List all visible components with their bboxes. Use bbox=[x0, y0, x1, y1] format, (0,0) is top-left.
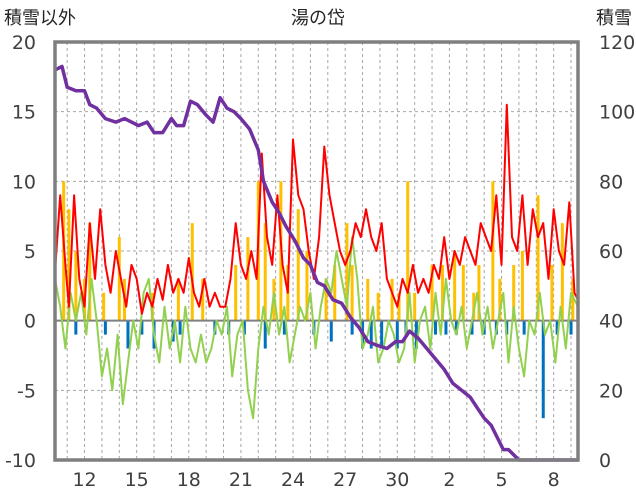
precip-positive-bar bbox=[67, 209, 71, 321]
gridlines bbox=[55, 42, 578, 460]
precip-positive-bar bbox=[520, 251, 524, 321]
left-y-tick-label: 5 bbox=[24, 241, 36, 263]
precip-positive-bar bbox=[406, 181, 410, 321]
precip-positive-bar bbox=[234, 264, 238, 321]
precip-positive-bar bbox=[397, 292, 401, 321]
snow-depth-line bbox=[54, 64, 578, 462]
precip-positive-bar bbox=[560, 223, 564, 321]
precip-positive-bar bbox=[190, 223, 194, 321]
precip-positive-bar bbox=[491, 181, 495, 321]
left-axis-label: 積雪以外 bbox=[4, 8, 76, 29]
x-tick-label: 15 bbox=[125, 469, 149, 491]
precip-negative-bar bbox=[569, 320, 573, 335]
right-y-tick-label: 100 bbox=[599, 102, 635, 124]
precip-positive-bar bbox=[296, 209, 300, 321]
precip-positive-bar bbox=[102, 292, 106, 321]
axes: -10 -5 0 5 10 15 20 0 20 40 60 80 100 120 12 15 18 21 24 27… bbox=[5, 32, 635, 491]
left-y-tick-label: -5 bbox=[17, 380, 36, 402]
x-tick-label: 5 bbox=[496, 469, 508, 491]
precip-negative-bar bbox=[74, 320, 78, 335]
precip-positive-bar bbox=[477, 264, 481, 321]
precip-negative-bar bbox=[178, 320, 182, 335]
precip-positive-bar bbox=[461, 264, 465, 321]
precip-positive-bar bbox=[333, 264, 337, 321]
right-axis-label: 積雪 bbox=[596, 8, 632, 29]
precip-negative-bar bbox=[470, 320, 474, 335]
x-tick-label: 24 bbox=[281, 469, 305, 491]
precip-negative-bar bbox=[444, 320, 448, 335]
precip-positive-bar bbox=[453, 251, 457, 321]
precip-positive-bar bbox=[324, 278, 328, 321]
x-tick-label: 27 bbox=[333, 469, 357, 491]
precip-positive-bar bbox=[366, 278, 370, 321]
x-tick-label: 2 bbox=[443, 469, 455, 491]
precip-positive-bar bbox=[201, 278, 205, 321]
x-tick-label: 30 bbox=[385, 469, 409, 491]
left-y-tick-label: 15 bbox=[12, 102, 36, 124]
precip-positive-bar bbox=[305, 251, 309, 321]
precip-positive-bar bbox=[117, 237, 121, 321]
right-y-tick-label: 0 bbox=[599, 450, 611, 472]
precip-positive-bar bbox=[246, 237, 250, 321]
x-tick-label: 18 bbox=[177, 469, 201, 491]
left-y-tick-label: -10 bbox=[5, 450, 36, 472]
plot-frame bbox=[53, 40, 580, 462]
x-tick-label: 12 bbox=[72, 469, 96, 491]
series-line-red bbox=[54, 103, 579, 315]
precip-positive-bar bbox=[430, 264, 434, 321]
precip-negative-bar bbox=[434, 320, 438, 335]
right-y-tick-label: 60 bbox=[599, 241, 623, 263]
right-y-tick-label: 80 bbox=[599, 171, 623, 193]
x-tick-label: 8 bbox=[548, 469, 560, 491]
right-y-tick-label: 40 bbox=[599, 311, 623, 333]
precip-negative-bar bbox=[103, 320, 107, 335]
precip-negative-bar bbox=[541, 320, 545, 419]
precip-positive-bar bbox=[176, 278, 180, 321]
precip-negative-bar bbox=[454, 320, 458, 335]
precip-negative-bar bbox=[380, 320, 384, 349]
precip-positive-bar bbox=[350, 264, 354, 321]
precip-negative-bar bbox=[555, 320, 559, 335]
precip-negative-bar bbox=[126, 320, 130, 349]
precip-positive-bar bbox=[512, 264, 516, 321]
left-y-tick-label: 0 bbox=[24, 311, 36, 333]
right-y-tick-label: 20 bbox=[599, 380, 623, 402]
precip-positive-bar bbox=[571, 278, 575, 321]
precip-negative-bar bbox=[242, 320, 246, 335]
chart-title: 湯の岱 bbox=[291, 8, 345, 29]
precip-positive-bar bbox=[550, 264, 554, 321]
precip-negative-bar bbox=[140, 320, 144, 335]
precip-positive-bar bbox=[498, 278, 502, 321]
precip-negative-bar bbox=[329, 320, 333, 342]
precip-negative-bar bbox=[350, 320, 354, 335]
precip-positive-bar bbox=[345, 223, 349, 321]
precip-positive-bar bbox=[88, 223, 92, 321]
precip-negative-bar bbox=[369, 320, 373, 349]
precip-positive-bar bbox=[440, 264, 444, 321]
precip-negative-bar bbox=[263, 320, 267, 349]
precip-negative-bar bbox=[282, 320, 286, 335]
precip-positive-bar bbox=[376, 292, 380, 321]
precip-positive-bar bbox=[413, 292, 417, 321]
series-lines bbox=[54, 64, 579, 462]
precip-positive-bar bbox=[390, 278, 394, 321]
right-y-tick-label: 120 bbox=[599, 32, 635, 54]
precip-negative-bar bbox=[522, 320, 526, 335]
left-y-tick-label: 10 bbox=[12, 171, 36, 193]
precip-negative-bar bbox=[395, 320, 399, 349]
left-y-tick-label: 20 bbox=[12, 32, 36, 54]
precip-positive-bar bbox=[263, 223, 267, 321]
precip-positive-bar bbox=[536, 195, 540, 321]
precip-positive-bar bbox=[74, 251, 78, 321]
x-tick-label: 21 bbox=[229, 469, 253, 491]
